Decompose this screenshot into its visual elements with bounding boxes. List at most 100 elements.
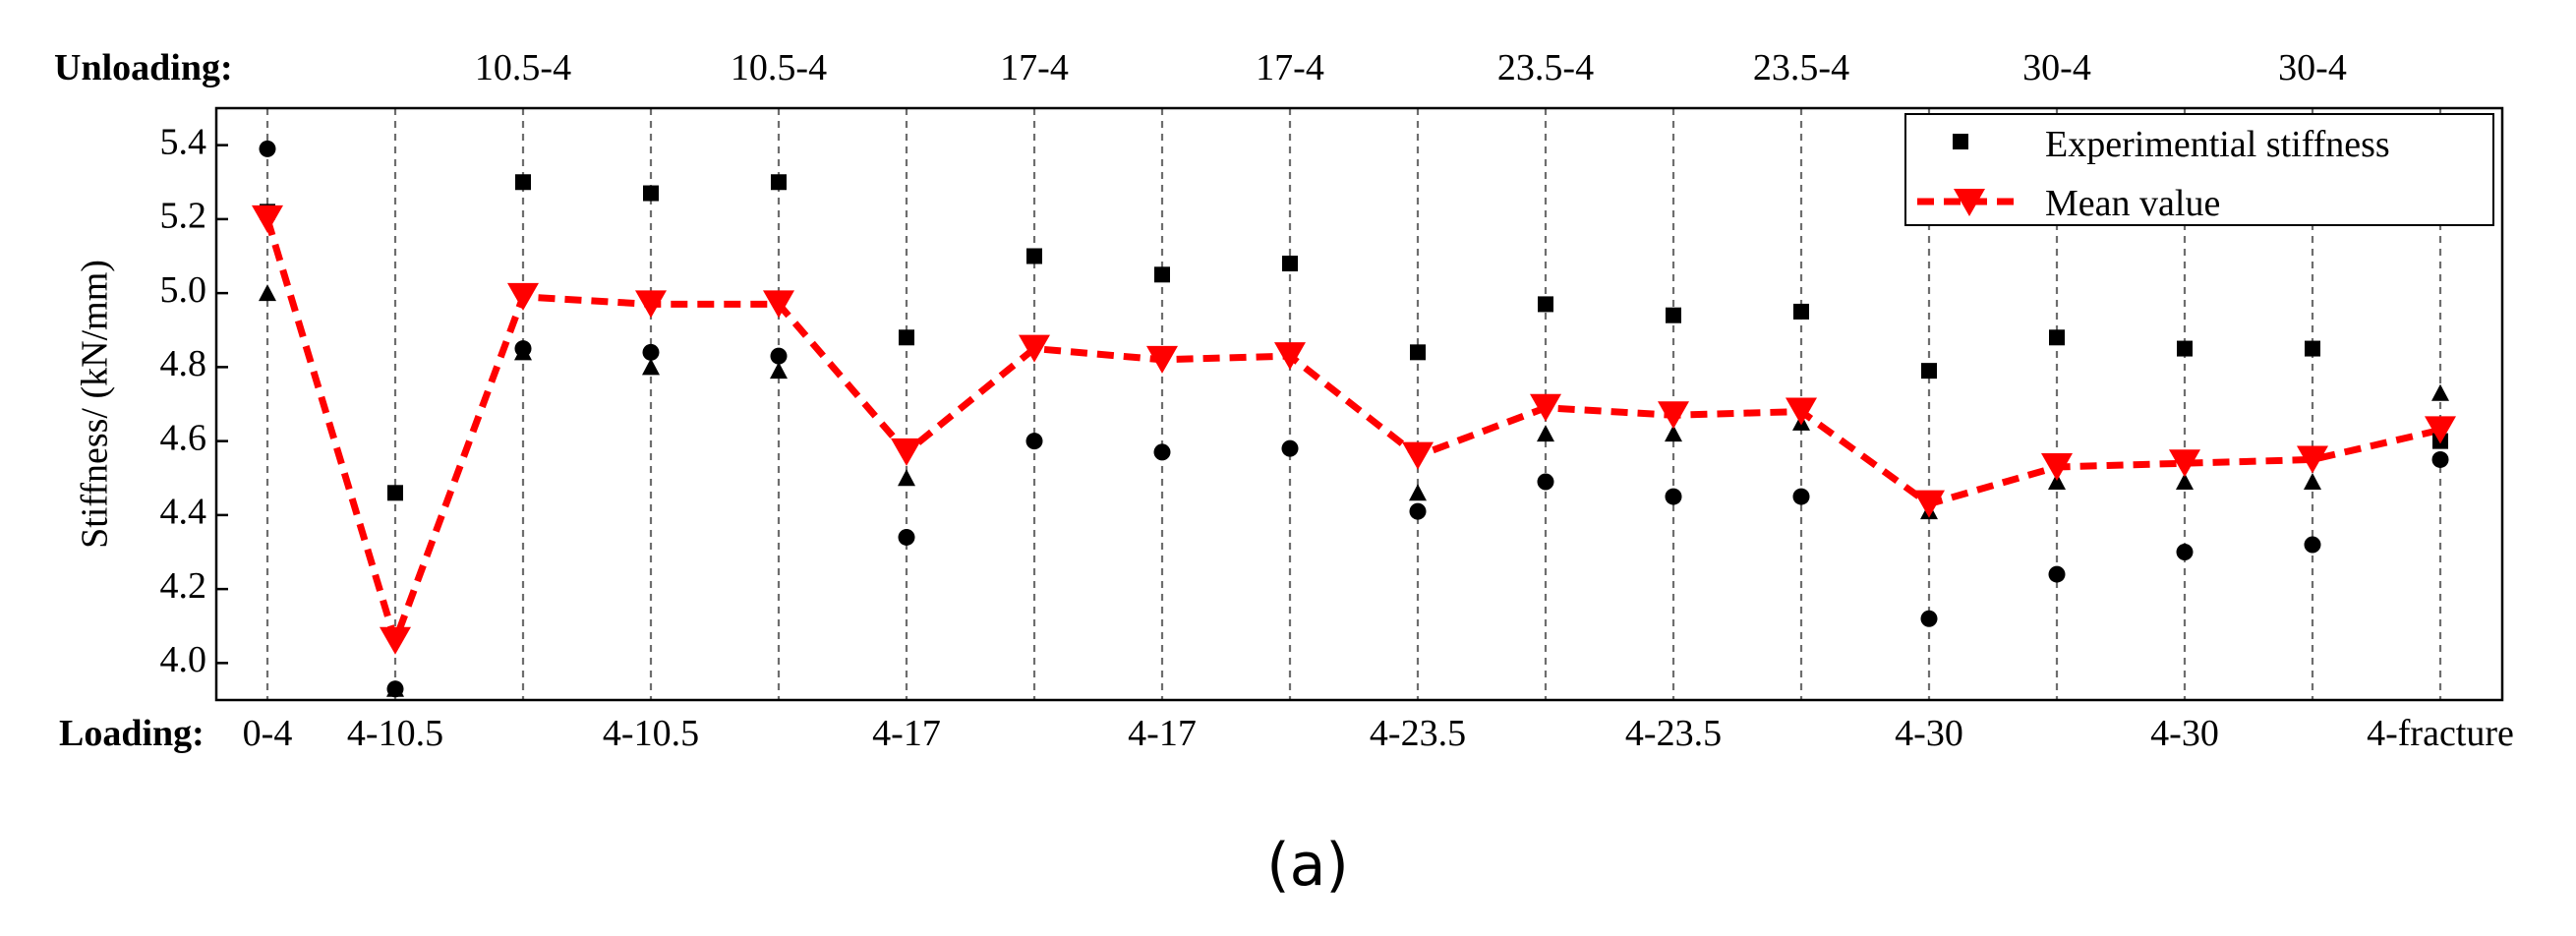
triangle-up-point [2304, 473, 2321, 491]
mean-value-point [2169, 449, 2200, 478]
triangle-up-point [259, 284, 276, 302]
loading-label: 4-17 [872, 713, 941, 754]
legend-box [1904, 113, 2494, 226]
square-point [1026, 248, 1042, 264]
square-point [2049, 329, 2065, 346]
circle-point [1537, 473, 1554, 491]
y-tick-label: 4.0 [160, 639, 207, 680]
mean-value-point [2297, 445, 2328, 474]
mean-value-point [2425, 416, 2456, 444]
unloading-label: 30-4 [2022, 47, 2091, 88]
y-tick-label: 5.0 [160, 269, 207, 311]
circle-point [1153, 443, 1171, 461]
circle-point [1281, 439, 1299, 457]
mean-value-point [1274, 342, 1306, 371]
triangle-up-point [770, 362, 788, 380]
unloading-label: 30-4 [2278, 47, 2347, 88]
square-point [1538, 296, 1553, 313]
mean-value-point [380, 626, 411, 655]
square-point [1666, 307, 1681, 323]
y-tick-label: 4.6 [160, 417, 207, 458]
unloading-label: 23.5-4 [1497, 47, 1594, 88]
loading-label: 4-30 [1895, 713, 1963, 754]
loading-label: 4-23.5 [1625, 713, 1722, 754]
triangle-up-point [2048, 473, 2066, 491]
mean-value-point [1913, 490, 1945, 518]
mean-value-point [252, 205, 283, 233]
triangle-up-point [1665, 425, 1682, 442]
triangle-up-point [386, 679, 404, 697]
unloading-row-label: Unloading: [54, 47, 233, 88]
y-axis: 4.0 4.2 4.4 4.6 4.8 5.0 5.2 5.4 [160, 121, 228, 680]
y-tick-label: 5.2 [160, 196, 207, 237]
triangle-up-point [642, 358, 660, 376]
circle-point [1025, 433, 1043, 450]
square-point [1410, 344, 1426, 361]
mean-value-point [1658, 401, 1689, 430]
circle-point [2304, 536, 2321, 554]
unloading-label: 10.5-4 [475, 47, 571, 88]
data-series [252, 140, 2456, 698]
square-point [1282, 256, 1298, 272]
loading-row-label: Loading: [59, 713, 205, 754]
plot-frame [214, 106, 2504, 702]
square-point [387, 485, 403, 501]
loading-label: 4-10.5 [347, 713, 443, 754]
unloading-label: 23.5-4 [1753, 47, 1849, 88]
square-point [1793, 303, 1809, 320]
square-point [515, 174, 531, 191]
y-axis-label: Stiffness/ (kN/mm) [75, 260, 116, 549]
mean-value-point [1019, 334, 1050, 363]
mean-value-point [1786, 397, 1817, 426]
square-point [771, 174, 787, 191]
square-point [1154, 266, 1170, 283]
loading-label: 4-fracture [2367, 713, 2514, 754]
loading-label: 4-30 [2150, 713, 2219, 754]
mean-value-point [1530, 393, 1561, 422]
unloading-label: 17-4 [1256, 47, 1324, 88]
unloading-label: 17-4 [1000, 47, 1069, 88]
loading-label: 0-4 [243, 713, 293, 754]
mean-value-line [263, 217, 2441, 652]
circle-point [259, 140, 276, 157]
legend-marker-triangle-down [1954, 189, 1985, 216]
triangle-up-point [2431, 383, 2449, 401]
triangle-up-point [1409, 484, 1427, 501]
circle-point [1920, 610, 1938, 627]
caption: (a) [1266, 831, 1349, 900]
square-point [2177, 340, 2193, 357]
circle-point [1665, 488, 1682, 505]
circle-point [1792, 488, 1810, 505]
circle-point [2176, 544, 2194, 560]
circle-point [2431, 450, 2449, 468]
legend: Experimential stiffness Mean value [1904, 113, 2494, 226]
loading-label: 4-17 [1128, 713, 1197, 754]
loading-label: 4-23.5 [1370, 713, 1466, 754]
y-tick-label: 4.2 [160, 565, 207, 607]
legend-label-mean: Mean value [2045, 183, 2220, 224]
triangle-up-point [2176, 473, 2194, 491]
unloading-label: 10.5-4 [731, 47, 827, 88]
square-point [2305, 340, 2320, 357]
y-tick-label: 5.4 [160, 121, 207, 162]
triangle-up-point [1537, 425, 1554, 442]
square-point [643, 185, 659, 202]
circle-point [1409, 502, 1427, 520]
y-tick-label: 4.8 [160, 343, 207, 384]
triangle-up-point [514, 343, 532, 361]
legend-label-experimential: Experimential stiffness [2045, 124, 2390, 165]
circle-point [642, 343, 660, 361]
square-point [899, 329, 914, 346]
mean-value-point [763, 290, 794, 319]
mean-value-point [1402, 441, 1434, 470]
y-tick-label: 4.4 [160, 492, 207, 533]
loading-label: 4-10.5 [603, 713, 699, 754]
circle-point [898, 528, 915, 546]
mean-value-point [891, 438, 922, 466]
mean-value-point [1146, 345, 1178, 374]
x-tick-labels: 10.5-4 10.5-4 17-4 17-4 23.5-4 23.5-4 30-4 30-4… [243, 47, 2514, 754]
mean-value-point [507, 282, 539, 311]
legend-marker-square [1953, 134, 1968, 149]
mean-value-point [2041, 452, 2073, 481]
